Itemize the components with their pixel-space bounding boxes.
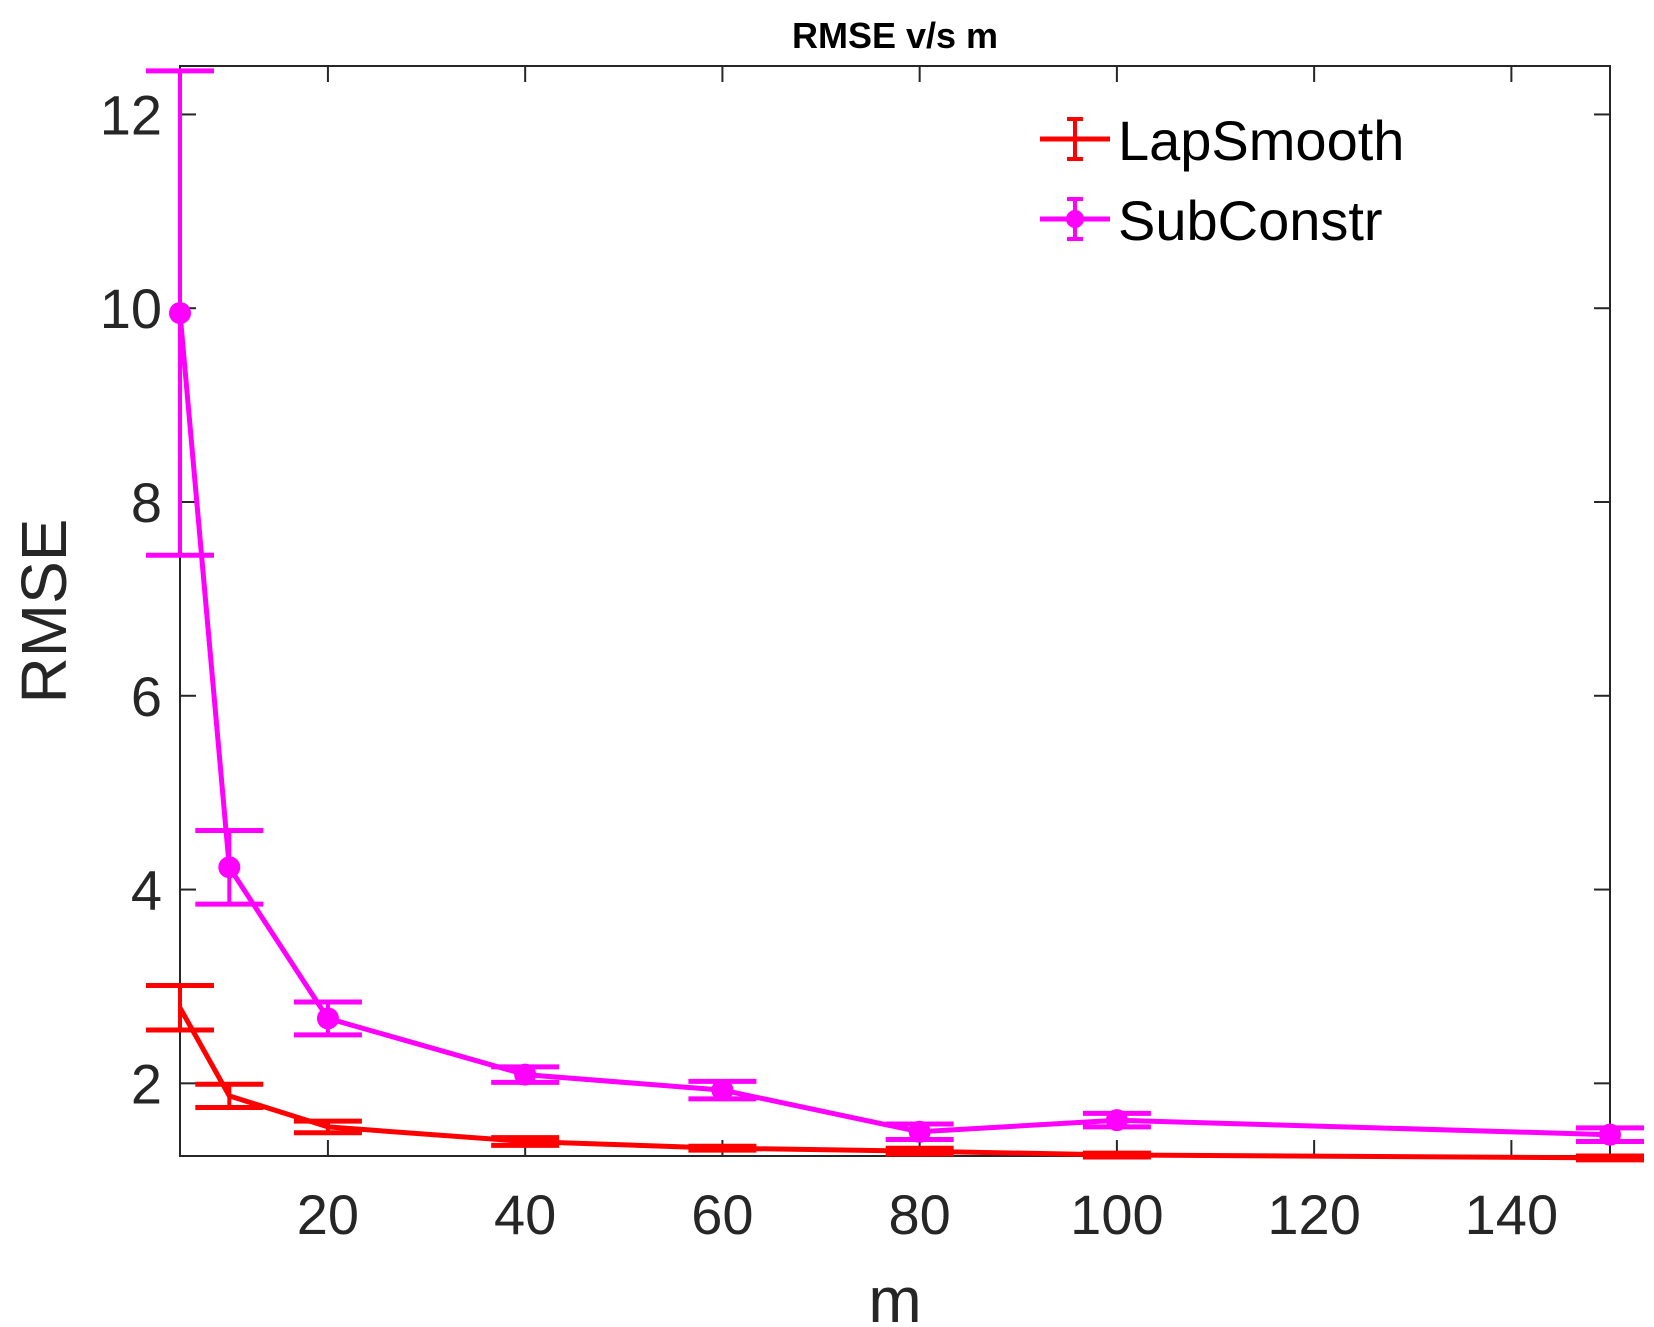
data-point-subconstr [169,302,191,325]
x-axis-label: m [868,1264,921,1327]
x-tick-label: 20 [297,1183,359,1246]
x-tick-label: 60 [691,1183,753,1246]
y-tick-label: 8 [131,471,162,534]
legend-item-lapsmooth[interactable]: LapSmooth [1040,109,1404,172]
data-point-subconstr [514,1063,537,1086]
x-tick-label: 40 [494,1183,556,1246]
legend[interactable]: LapSmooth SubConstr [1040,109,1404,252]
series-line-lapsmooth [177,1006,1611,1161]
data-point-subconstr [908,1120,931,1143]
chart-title: RMSE v/s m [792,15,998,56]
x-axis: 20 40 60 80 100 120 140 [297,66,1558,1246]
data-point-subconstr [711,1079,734,1102]
x-tick-label: 120 [1267,1183,1360,1246]
y-tick-label: 2 [131,1052,162,1115]
data-point-subconstr [218,856,241,879]
y-axis-label: RMSE [8,519,80,704]
x-tick-label: 100 [1070,1183,1163,1246]
data-point-subconstr [1105,1109,1128,1132]
y-tick-label: 10 [100,277,162,340]
y-tick-label: 12 [100,83,162,146]
y-axis: 2 4 6 8 10 12 [100,83,1610,1115]
data-point-subconstr [316,1007,339,1030]
legend-label-lapsmooth: LapSmooth [1118,109,1404,172]
x-tick-label: 140 [1465,1183,1558,1246]
data-point-subconstr [1599,1123,1621,1146]
legend-item-subconstr[interactable]: SubConstr [1040,189,1383,252]
y-tick-label: 4 [131,859,162,922]
plot-frame [179,65,1611,1157]
series-line-subconstr [177,312,1611,1138]
legend-label-subconstr: SubConstr [1118,189,1383,252]
x-tick-label: 80 [889,1183,951,1246]
series-layer [146,68,1644,1163]
legend-marker-subconstr [1066,210,1084,228]
series-lapsmooth [146,982,1644,1163]
series-subconstr [146,68,1644,1146]
y-tick-label: 6 [131,665,162,728]
